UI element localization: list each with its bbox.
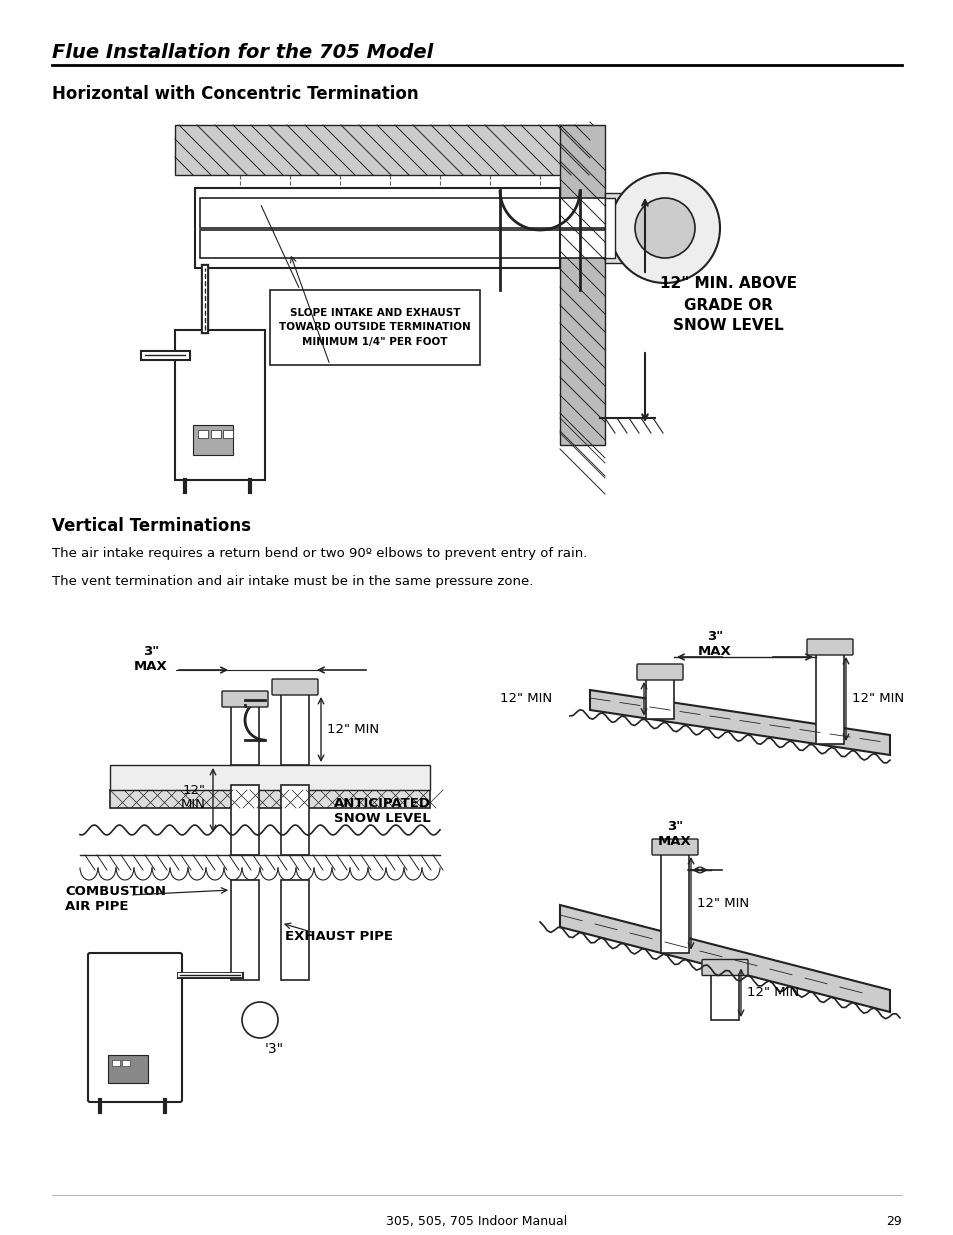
Bar xyxy=(281,881,309,981)
Bar xyxy=(231,700,258,764)
Text: COMBUSTION
AIR PIPE: COMBUSTION AIR PIPE xyxy=(65,885,166,913)
Text: '3": '3" xyxy=(265,1042,284,1056)
Text: 3"
MAX: 3" MAX xyxy=(698,630,731,658)
Text: 12" MIN: 12" MIN xyxy=(697,897,748,910)
Text: SLOPE INTAKE AND EXHAUST
TOWARD OUTSIDE TERMINATION
MINIMUM 1/4" PER FOOT: SLOPE INTAKE AND EXHAUST TOWARD OUTSIDE … xyxy=(279,309,471,347)
Bar xyxy=(270,290,479,366)
Bar xyxy=(710,966,739,1020)
FancyBboxPatch shape xyxy=(806,638,852,655)
Bar xyxy=(223,430,233,438)
Bar xyxy=(604,193,639,263)
Polygon shape xyxy=(589,690,889,755)
Bar xyxy=(660,853,688,952)
Circle shape xyxy=(242,1002,277,1037)
Bar xyxy=(122,1060,130,1066)
Text: The vent termination and air intake must be in the same pressure zone.: The vent termination and air intake must… xyxy=(52,576,534,588)
Text: The air intake requires a return bend or two 90º elbows to prevent entry of rain: The air intake requires a return bend or… xyxy=(52,547,587,559)
Text: 12" MIN: 12" MIN xyxy=(746,987,799,999)
Bar xyxy=(815,655,843,743)
Bar xyxy=(193,425,233,454)
Text: 29: 29 xyxy=(884,1215,901,1228)
FancyBboxPatch shape xyxy=(272,679,317,695)
Bar xyxy=(174,125,589,175)
Circle shape xyxy=(609,173,720,283)
Text: 12" MIN. ABOVE
GRADE OR
SNOW LEVEL: 12" MIN. ABOVE GRADE OR SNOW LEVEL xyxy=(659,277,796,333)
Bar xyxy=(281,694,309,764)
Text: 12" MIN: 12" MIN xyxy=(499,693,552,705)
FancyBboxPatch shape xyxy=(222,692,268,706)
Text: 3"
MAX: 3" MAX xyxy=(658,820,691,848)
FancyBboxPatch shape xyxy=(637,664,682,680)
FancyBboxPatch shape xyxy=(88,953,182,1102)
Text: 305, 505, 705 Indoor Manual: 305, 505, 705 Indoor Manual xyxy=(386,1215,567,1228)
Bar xyxy=(281,785,309,855)
FancyBboxPatch shape xyxy=(174,330,265,480)
Bar xyxy=(198,430,208,438)
FancyBboxPatch shape xyxy=(701,960,747,976)
Bar xyxy=(112,1060,120,1066)
Text: 3"
MAX: 3" MAX xyxy=(134,645,168,673)
Polygon shape xyxy=(559,905,889,1011)
Text: Vertical Terminations: Vertical Terminations xyxy=(52,517,252,535)
Bar xyxy=(110,764,430,790)
FancyBboxPatch shape xyxy=(651,839,698,855)
Bar xyxy=(194,188,559,268)
Text: 12"
MIN: 12" MIN xyxy=(181,783,206,811)
Text: Flue Installation for the 705 Model: Flue Installation for the 705 Model xyxy=(52,43,434,62)
Bar xyxy=(108,1055,148,1083)
Bar xyxy=(559,125,604,445)
Bar xyxy=(645,679,673,719)
Text: EXHAUST PIPE: EXHAUST PIPE xyxy=(285,930,393,944)
Text: 12" MIN: 12" MIN xyxy=(851,693,903,705)
Bar xyxy=(200,230,609,258)
Bar xyxy=(604,198,615,258)
Text: Horizontal with Concentric Termination: Horizontal with Concentric Termination xyxy=(52,85,418,103)
Bar xyxy=(200,198,609,228)
Bar xyxy=(110,790,430,808)
Circle shape xyxy=(635,198,695,258)
Text: ANTICIPATED
SNOW LEVEL: ANTICIPATED SNOW LEVEL xyxy=(334,797,431,825)
Bar xyxy=(231,881,258,981)
Text: 12" MIN: 12" MIN xyxy=(327,722,378,736)
Bar xyxy=(231,785,258,855)
Bar xyxy=(211,430,221,438)
